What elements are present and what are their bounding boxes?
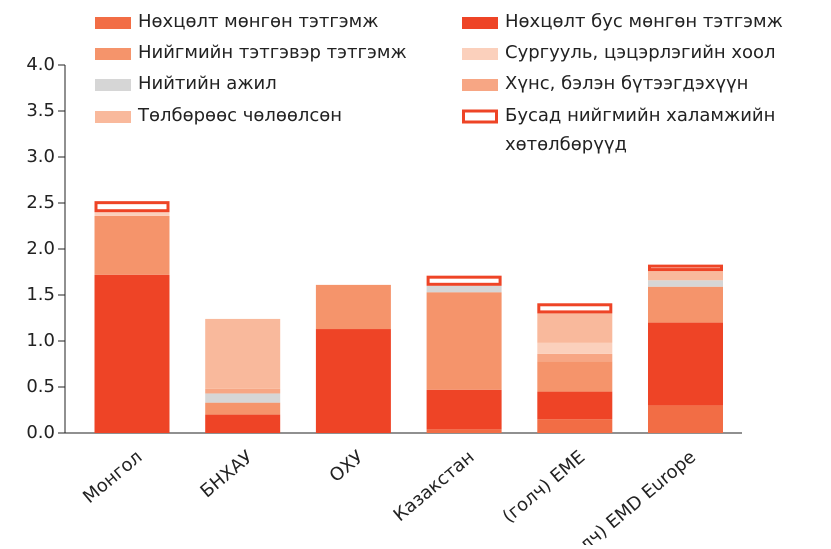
legend-label: Сургууль, цэцэрлэгийн хоол	[505, 42, 776, 63]
x-tick-label: (голч) EME	[499, 447, 590, 528]
x-tick-label: ОХУ	[326, 447, 368, 487]
legend-swatch	[95, 48, 131, 60]
x-tick-group: Казакстан	[390, 447, 479, 526]
bar-segment	[94, 215, 170, 275]
legend-swatch	[462, 109, 498, 124]
legend-label: Нөхцөлт мөнгөн тэтгэмж	[138, 11, 378, 32]
bar-segment	[537, 303, 613, 314]
legend-swatch	[462, 17, 498, 29]
legend-swatch	[462, 48, 498, 60]
bar-segment	[537, 391, 613, 420]
bar-segment	[426, 275, 502, 286]
x-tick-group: БНХАУ	[197, 447, 258, 503]
bar-segment	[315, 329, 391, 433]
legend-swatch	[462, 79, 498, 91]
bar-segment	[205, 388, 281, 394]
bar-segment	[426, 292, 502, 390]
y-tick-label: 0.5	[26, 376, 55, 397]
x-tick-label: БНХАУ	[197, 447, 258, 503]
legend-label: Нийтийн ажил	[138, 73, 277, 94]
bar-segment	[537, 313, 613, 343]
x-tick-label: Монгол	[79, 447, 146, 508]
legend-label: Хүнс, бэлэн бүтээгдэхүүн	[505, 73, 748, 94]
bar-segment	[648, 280, 723, 287]
bar-segment	[426, 429, 502, 433]
bar-segment	[648, 286, 723, 323]
x-tick-group: Монгол	[79, 447, 146, 508]
bar-segment	[648, 322, 723, 406]
bar-segment	[205, 414, 281, 433]
y-tick-label: 2.0	[26, 238, 55, 259]
y-tick-label: 3.0	[26, 146, 55, 167]
x-tick-group: (голч) EME	[499, 447, 590, 528]
legend-line: Бусад нийгмийн халамжийн	[505, 105, 775, 126]
bar-segment	[648, 271, 723, 281]
y-tick-label: 1.0	[26, 330, 55, 351]
bar-segment	[648, 264, 723, 272]
legend-swatch	[95, 79, 131, 91]
bar-segment	[94, 274, 170, 433]
bar-segment	[205, 393, 281, 403]
bar-segment	[648, 405, 723, 433]
legend-label: Бусад нийгмийн халамжийн хөтөлбөрүүд	[505, 105, 775, 155]
bar-segment	[315, 284, 391, 330]
bar-segment	[537, 342, 613, 354]
bar-segment	[426, 389, 502, 430]
bar-segment	[426, 285, 502, 293]
bar-segment	[205, 402, 281, 415]
y-tick-label: 2.5	[26, 192, 55, 213]
legend-label: Нөхцөлт бус мөнгөн тэтгэмж	[505, 11, 783, 32]
x-tick-group: ОХУ	[326, 447, 368, 487]
x-tick-label: Казакстан	[390, 447, 479, 526]
legend-line: хөтөлбөрүүд	[505, 134, 627, 155]
legend-label: Нийгмийн тэтгэвэр тэтгэмж	[138, 42, 407, 63]
bar-segment	[537, 419, 613, 433]
y-tick-label: 4.0	[26, 54, 55, 75]
y-tick-label: 1.5	[26, 284, 55, 305]
legend-swatch	[95, 111, 131, 123]
legend-label: Төлбөрөөс чөлөөлсөн	[137, 105, 342, 126]
bar-segment	[537, 361, 613, 392]
legend-swatch	[95, 17, 131, 29]
bar-segment	[537, 353, 613, 362]
y-tick-label: 3.5	[26, 100, 55, 121]
y-tick-label: 0.0	[26, 422, 55, 443]
bar-segment	[205, 318, 281, 389]
bar-segment	[94, 212, 170, 216]
bar-segment	[94, 201, 170, 213]
